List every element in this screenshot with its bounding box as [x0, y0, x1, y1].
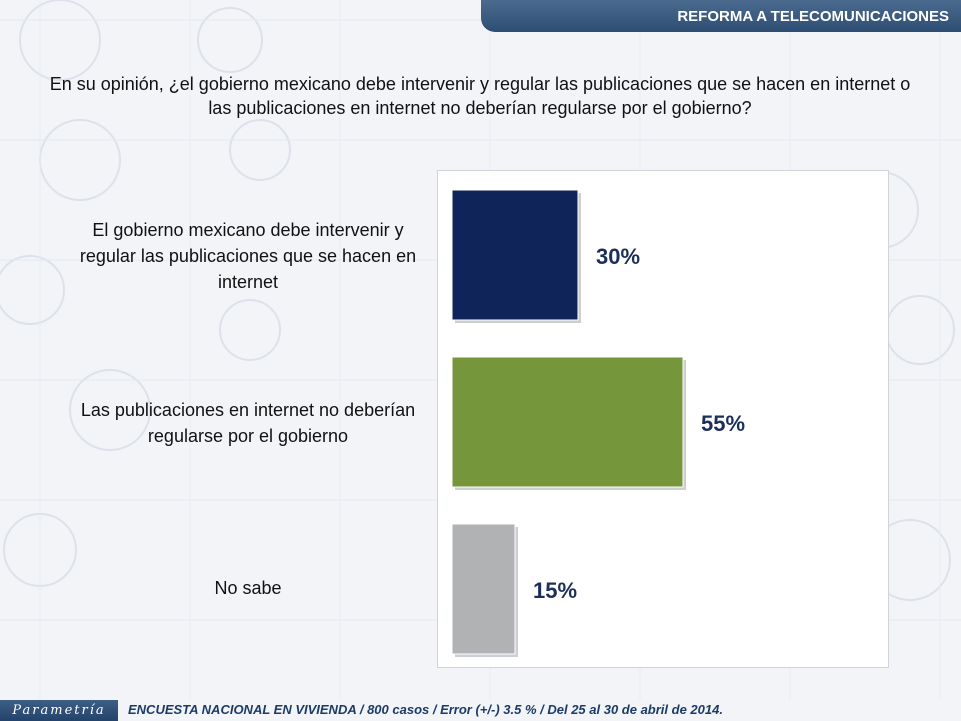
survey-methodology-note: ENCUESTA NACIONAL EN VIVIENDA / 800 caso… [128, 702, 723, 717]
footer: Parametría ENCUESTA NACIONAL EN VIVIENDA… [0, 700, 961, 721]
category-label: No sabe [214, 578, 282, 598]
watermark-circle [69, 369, 151, 451]
banner-title: REFORMA A TELECOMUNICACIONES [677, 7, 949, 25]
watermark-circle [219, 299, 281, 361]
bar-2 [451, 523, 516, 655]
bar-1 [451, 356, 684, 488]
survey-question: En su opinión, ¿el gobierno mexicano deb… [49, 74, 911, 118]
logo-text: Parametría [12, 703, 106, 718]
watermark-circle [197, 7, 263, 73]
section-banner: REFORMA A TELECOMUNICACIONES [481, 0, 961, 32]
parametria-logo: Parametría [0, 700, 118, 721]
watermark-circle [19, 0, 101, 81]
category-label: Las publicaciones en internet no debería… [80, 400, 416, 446]
data-label: 55% [701, 411, 745, 436]
data-label: 30% [596, 244, 640, 269]
bar-0 [451, 189, 579, 321]
watermark-circle [229, 119, 291, 181]
watermark-circle [0, 255, 65, 325]
category-label: El gobierno mexicano debe intervenir y r… [79, 220, 417, 292]
data-label: 15% [533, 578, 577, 603]
